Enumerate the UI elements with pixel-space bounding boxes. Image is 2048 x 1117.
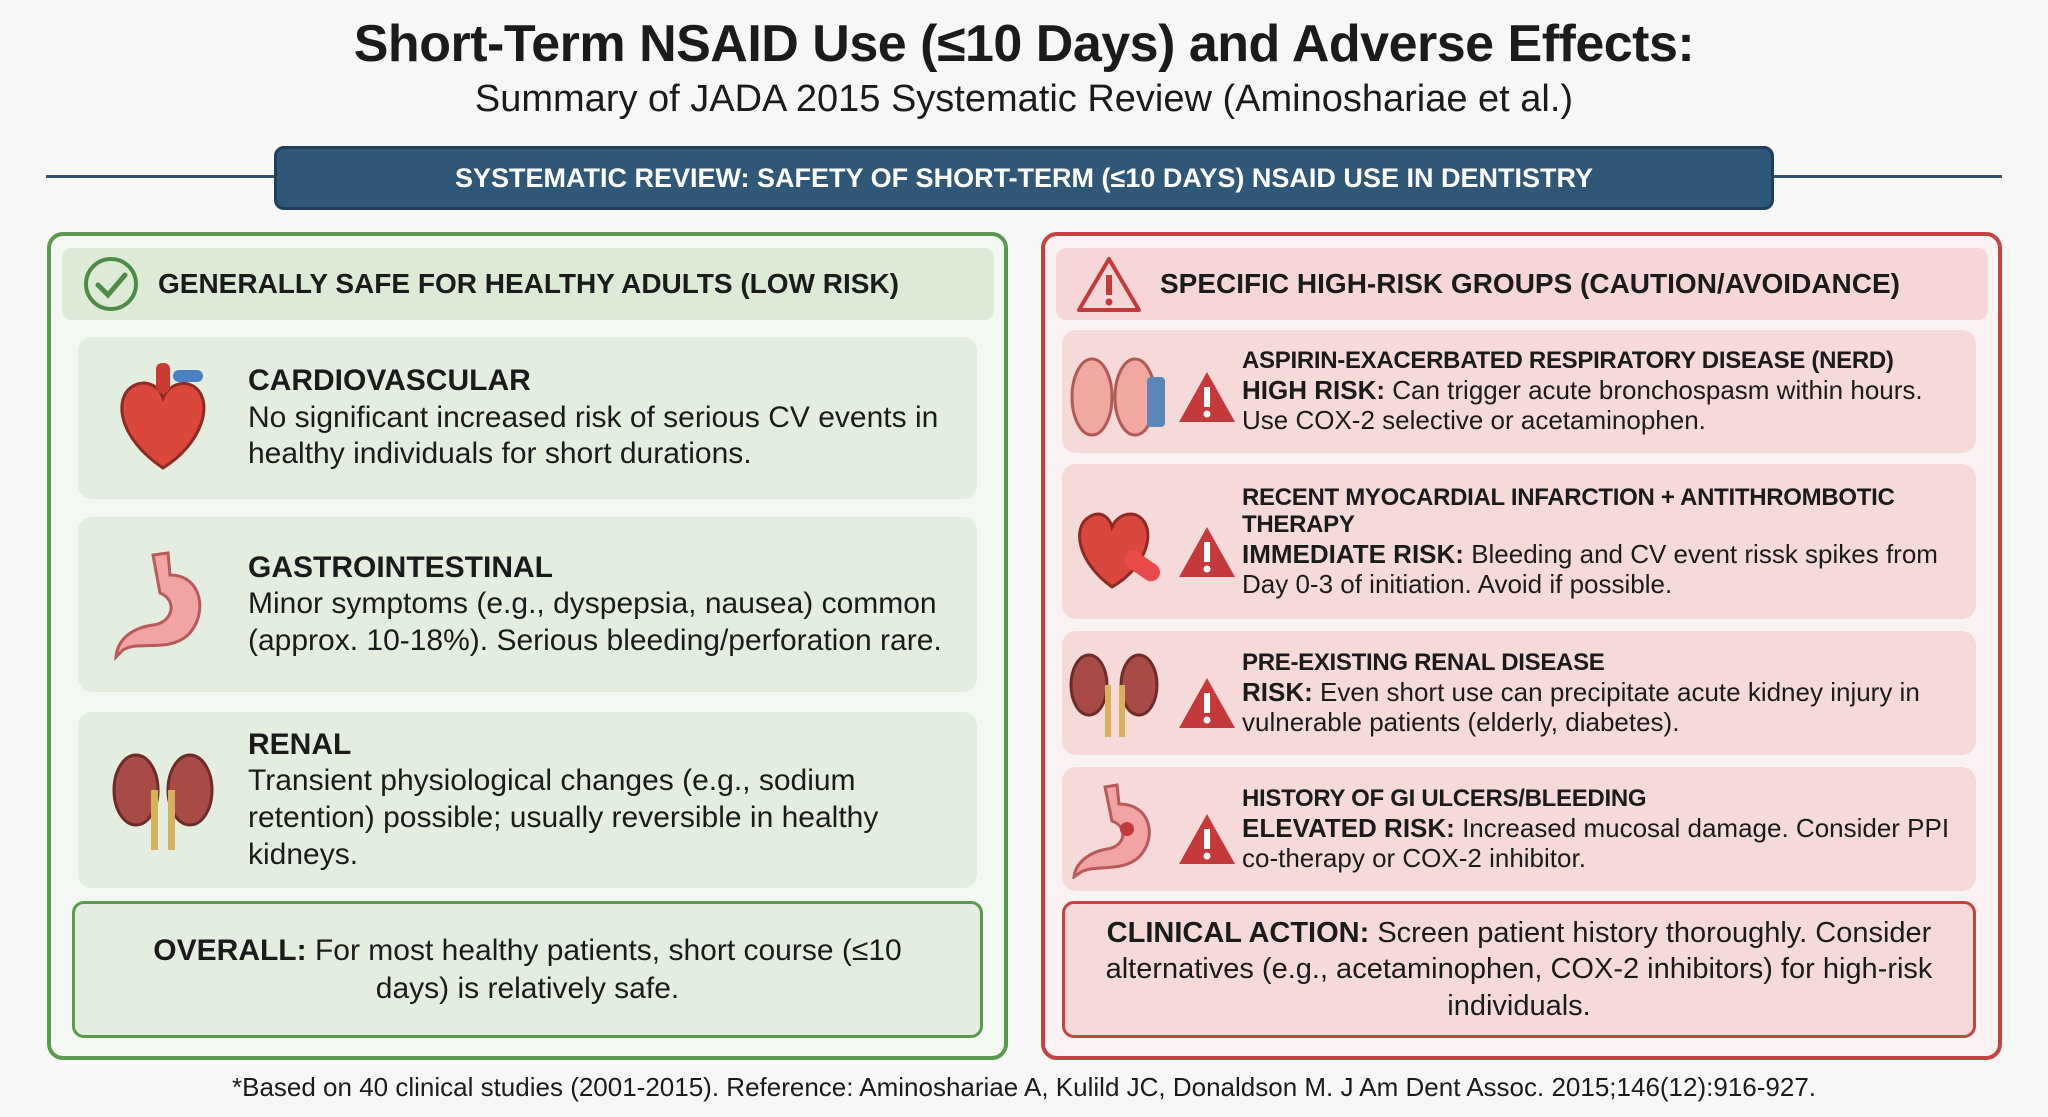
- item-text: Minor symptoms (e.g., dyspepsia, nausea)…: [248, 587, 942, 657]
- risk-label: ELEVATED RISK:: [1242, 812, 1455, 843]
- card: PRE-EXISTING RENAL DISEASE RISK: Even sho…: [1062, 631, 1976, 755]
- item-title: HISTORY OF GI ULCERS/BLEEDING: [1242, 784, 1647, 812]
- banner-text: SYSTEMATIC REVIEW: SAFETY OF SHORT-TERM …: [455, 162, 1593, 193]
- heading-text: GENERALLY SAFE FOR HEALTHY ADULTS (LOW R…: [158, 268, 899, 299]
- item-text: Transient physiological changes (e.g., s…: [248, 764, 879, 871]
- footer: *Based on 40 clinical studies (2001-2015…: [231, 1072, 1817, 1102]
- card: HISTORY OF GI ULCERS/BLEEDING ELEVATED RI…: [1062, 767, 1976, 891]
- overall-label: OVERALL:: [153, 934, 307, 967]
- action-text: Screen patient history thoroughly. Consi…: [1105, 917, 1933, 1022]
- risk-label: RISK:: [1242, 676, 1313, 707]
- item-text: No significant increased risk of serious…: [248, 400, 939, 471]
- lung-warning-icon: [1070, 357, 1235, 436]
- action-label: CLINICAL ACTION:: [1106, 917, 1370, 950]
- risk-label: HIGH RISK:: [1242, 375, 1385, 406]
- heading-text: SPECIFIC HIGH-RISK GROUPS (CAUTION/AVOID…: [1160, 268, 1900, 299]
- kidney-icon: [112, 753, 214, 850]
- item-title: RENAL: [248, 727, 352, 761]
- item-title: PRE-EXISTING RENAL DISEASE: [1242, 648, 1605, 676]
- card: RENAL Transient physiological changes (e.…: [78, 712, 977, 888]
- item-title: GASTROINTESTINAL: [248, 550, 553, 584]
- banner: SYSTEMATIC REVIEW: SAFETY OF SHORT-TERM …: [274, 146, 1774, 210]
- card: ASPIRIN-EXACERBATED RESPIRATORY DISEASE …: [1062, 330, 1976, 453]
- item-text: Bleeding and CV event rissk spikes from …: [1242, 539, 1938, 600]
- item-text: Increased mucosal damage. Consider PPI c…: [1242, 812, 1950, 873]
- item-title: ASPIRIN-EXACERBATED RESPIRATORY DISEASE …: [1242, 347, 1894, 375]
- kidney-warning-icon: [1069, 653, 1235, 737]
- item-title: CARDIOVASCULAR: [248, 364, 531, 398]
- overall-box: OVERALL: For most healthy patients, shor…: [72, 901, 983, 1038]
- overall-text: For most healthy patients, short course …: [314, 934, 902, 1005]
- stomach-warning-icon: [1072, 783, 1235, 879]
- title: Short-Term NSAID Use (≤10 Days) and Adve…: [353, 15, 1695, 73]
- heart-warning-icon: [1078, 511, 1235, 589]
- item-text: Can trigger acute bronchospasm within ho…: [1242, 375, 1923, 436]
- card: CARDIOVASCULAR No significant increased r…: [78, 337, 977, 499]
- risk-heading: SPECIFIC HIGH-RISK GROUPS (CAUTION/AVOID…: [1056, 248, 1988, 320]
- item-title: RECENT MYOCARDIAL INFARCTION + ANTITHROM…: [1242, 483, 1895, 539]
- stomach-icon: [114, 550, 202, 661]
- subtitle: Summary of JADA 2015 Systematic Review (…: [474, 78, 1574, 120]
- check-icon: [84, 257, 138, 311]
- warning-icon: [1077, 257, 1141, 312]
- item-text: Even short use can precipitate acute kid…: [1242, 676, 1920, 737]
- card: RECENT MYOCARDIAL INFARCTION + ANTITHROM…: [1062, 464, 1976, 619]
- heart-icon: [120, 363, 206, 470]
- card: GASTROINTESTINAL Minor symptoms (e.g., dy…: [78, 517, 977, 692]
- safe-heading: GENERALLY SAFE FOR HEALTHY ADULTS (LOW R…: [62, 248, 994, 320]
- risk-label: IMMEDIATE RISK:: [1242, 539, 1464, 570]
- action-box: CLINICAL ACTION: Screen patient history …: [1062, 901, 1976, 1038]
